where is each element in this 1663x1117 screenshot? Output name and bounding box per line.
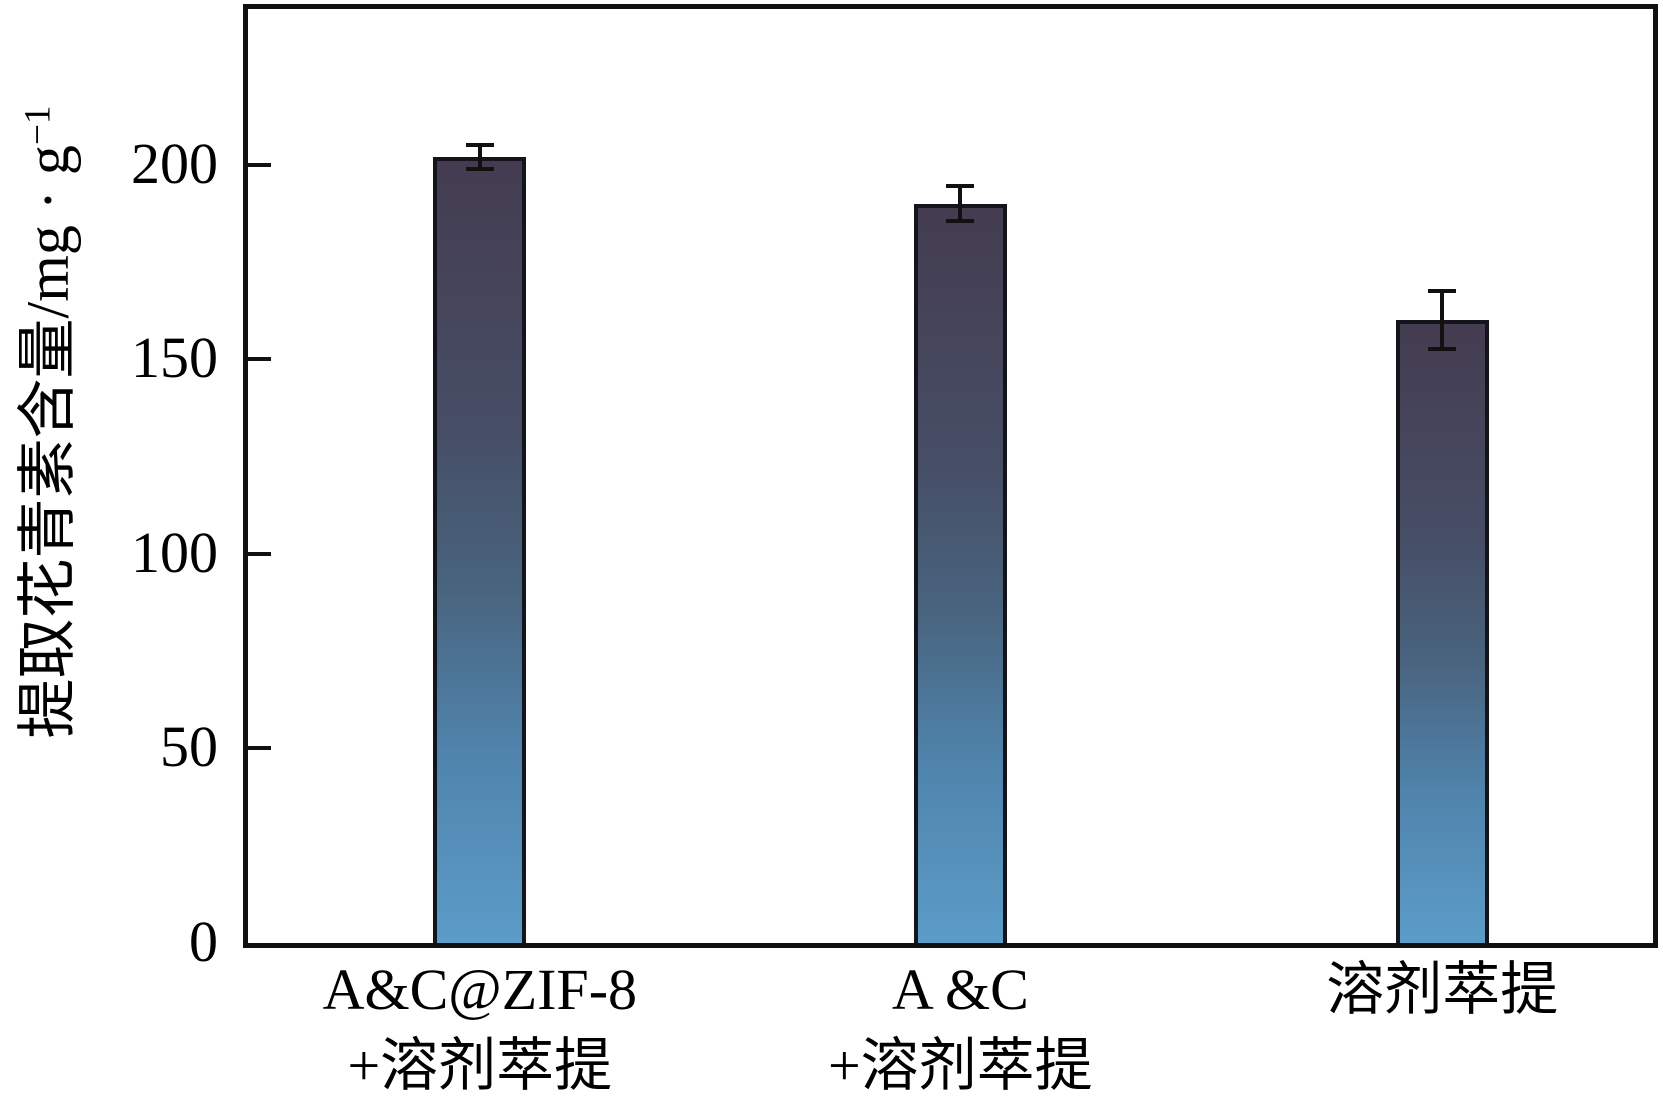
error-bar-cap-top (465, 143, 494, 148)
x-category-label-line: +溶剂萃提 (827, 1033, 1093, 1098)
error-bar-cap-top (1428, 289, 1457, 294)
x-category-label-1: A&C@ZIF-8 +溶剂萃提 (130, 952, 830, 1104)
y-axis-label: 提取花青素含量/mg · g−1 (15, 106, 81, 739)
x-category-label-2: A &C +溶剂萃提 (610, 952, 1310, 1104)
error-bar-line (1440, 289, 1445, 352)
x-category-label-line: A&C@ZIF-8 (322, 957, 638, 1022)
y-tick-mark-100 (248, 551, 271, 556)
error-bar-cap-top (946, 184, 975, 189)
y-tick-label-50: 50 (160, 714, 218, 780)
y-axis-label-text: 提取花青素含量/mg · g (15, 145, 81, 739)
y-tick-label-0: 0 (189, 908, 218, 974)
error-bar-cap-bottom (946, 219, 975, 224)
y-tick-label-100: 100 (131, 519, 218, 585)
bar-2 (913, 203, 1007, 943)
x-category-label-line: A &C (891, 957, 1029, 1022)
x-category-label-3: 溶剂萃提 (1092, 952, 1663, 1028)
error-bar-2 (946, 184, 975, 224)
x-category-label-line: +溶剂萃提 (347, 1033, 613, 1098)
y-tick-label-150: 150 (131, 325, 218, 391)
bar-3 (1395, 320, 1489, 943)
plot-area (243, 4, 1658, 948)
y-tick-label-200: 200 (131, 130, 218, 196)
y-tick-mark-50 (248, 746, 271, 751)
bar-1 (433, 156, 527, 943)
x-category-label-line: 溶剂萃提 (1326, 957, 1559, 1022)
error-bar-3 (1428, 289, 1457, 352)
error-bar-line (477, 143, 482, 171)
error-bar-line (958, 184, 963, 224)
y-tick-mark-150 (248, 357, 271, 362)
y-tick-mark-200 (248, 162, 271, 167)
error-bar-cap-bottom (465, 166, 494, 171)
error-bar-1 (465, 143, 494, 171)
error-bar-cap-bottom (1428, 347, 1457, 352)
